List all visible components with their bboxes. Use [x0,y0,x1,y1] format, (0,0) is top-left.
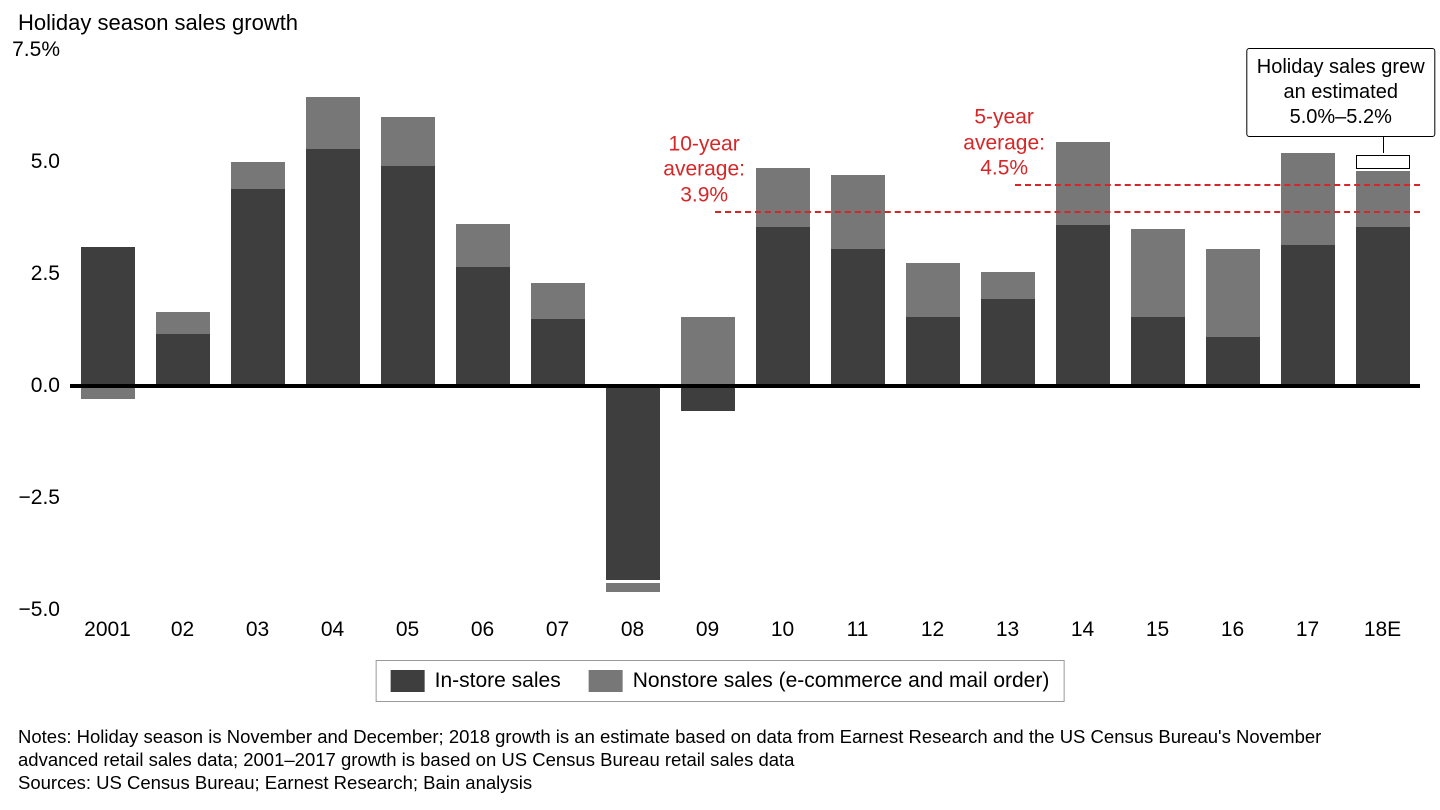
callout-box: Holiday sales grew an estimated 5.0%–5.2… [1246,48,1436,137]
reference-line-label: 10-year average: 3.9% [663,132,745,208]
footnote-line: advanced retail sales data; 2001–2017 gr… [18,748,1418,771]
bar-nonstore [456,222,510,267]
bar-nonstore [231,160,285,189]
bar-in-store [981,299,1035,386]
x-tick-label: 14 [1071,618,1094,642]
bar-separator [606,580,660,582]
bar-in-store [156,334,210,386]
bar-in-store [381,166,435,386]
x-tick-label: 10 [771,618,794,642]
bar-in-store [1206,337,1260,386]
x-tick-label: 06 [471,618,494,642]
y-tick-label: 5.0 [0,150,60,174]
bar-in-store [81,247,135,386]
bar-in-store [606,386,660,581]
bar-in-store [831,249,885,386]
chart-title: Holiday season sales growth [18,10,298,36]
bar-in-store [1281,245,1335,386]
x-tick-label: 11 [847,618,869,642]
x-tick-label: 18E [1364,618,1401,642]
y-tick-label: −5.0 [0,598,60,622]
x-tick-label: 12 [921,618,944,642]
bar-in-store [906,317,960,386]
chart-container: Holiday season sales growth −5.0−2.50.02… [0,0,1440,810]
legend-label: Nonstore sales (e-commerce and mail orde… [633,669,1050,693]
x-tick-label: 07 [546,618,569,642]
bar-nonstore [1206,247,1260,337]
bar-nonstore [906,261,960,317]
bar-in-store [1131,317,1185,386]
bar-in-store [231,189,285,386]
x-tick-label: 04 [321,618,344,642]
bar-nonstore [81,386,135,399]
footnote-line: Sources: US Census Bureau; Earnest Resea… [18,771,1418,794]
legend: In-store sales Nonstore sales (e-commerce… [376,660,1065,702]
bar-nonstore [381,115,435,167]
legend-swatch [589,670,623,692]
bar-in-store [456,267,510,386]
bar-nonstore [1131,227,1185,317]
bar-in-store [1056,225,1110,386]
bar-nonstore [1356,169,1410,227]
bar-nonstore [156,310,210,335]
x-tick-label: 15 [1146,618,1169,642]
bar-in-store [681,386,735,411]
bar-in-store [756,227,810,386]
x-tick-label: 09 [696,618,719,642]
bar-nonstore [681,317,735,386]
x-tick-label: 13 [996,618,1019,642]
x-tick-label: 16 [1221,618,1244,642]
bar-nonstore [606,581,660,592]
legend-item: Nonstore sales (e-commerce and mail orde… [589,669,1050,693]
reference-line-label: 5-year average: 4.5% [963,105,1045,181]
bar-nonstore [306,95,360,149]
plot-area: −5.0−2.50.02.55.07.5%2001020304050607080… [70,50,1420,610]
footnote-line: Notes: Holiday season is November and De… [18,725,1418,748]
bar-in-store [1356,227,1410,386]
x-tick-label: 08 [621,618,644,642]
bar-in-store [306,149,360,386]
bar-nonstore [981,270,1035,299]
bar-nonstore [531,281,585,319]
reference-line [715,211,1420,213]
y-tick-label: 0.0 [0,374,60,398]
x-tick-label: 2001 [84,618,131,642]
reference-line [1015,184,1420,186]
x-tick-label: 03 [246,618,269,642]
x-tick-label: 02 [171,618,194,642]
bar-estimate-extra [1356,155,1410,168]
zero-axis-line [70,384,1420,388]
y-tick-label: 2.5 [0,262,60,286]
legend-item: In-store sales [391,669,561,693]
bar-nonstore [1281,151,1335,245]
y-tick-label: 7.5% [0,38,60,62]
bar-nonstore [756,166,810,226]
footnotes: Notes: Holiday season is November and De… [18,725,1418,794]
y-tick-label: −2.5 [0,486,60,510]
x-tick-label: 05 [396,618,419,642]
callout-connector [1383,137,1384,153]
legend-swatch [391,670,425,692]
bar-in-store [531,319,585,386]
x-tick-label: 17 [1296,618,1319,642]
legend-label: In-store sales [435,669,561,693]
